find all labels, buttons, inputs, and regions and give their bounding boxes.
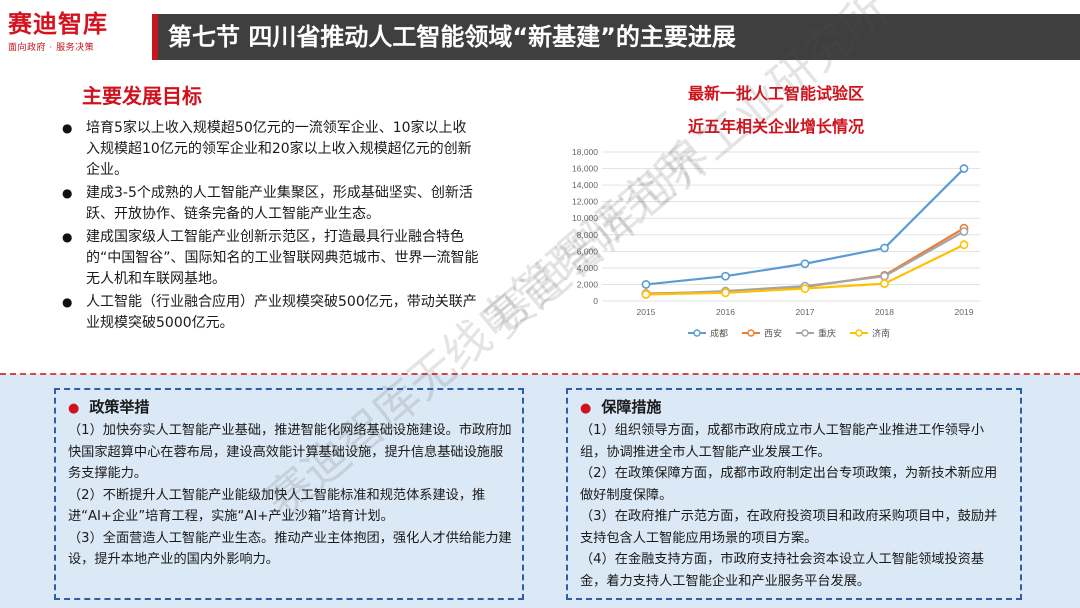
legend-label: 成都 — [710, 328, 728, 340]
title-bar: 第七节 四川省推动人工智能领域“新基建”的主要进展 — [152, 14, 1080, 60]
section-divider — [0, 373, 1080, 375]
guarantee-paragraph: （1）组织领导方面，成都市政府成立市人工智能产业推进工作领导小组，协调推进全市人… — [580, 423, 985, 460]
guarantee-box: ● 保障措施 （1）组织领导方面，成都市政府成立市人工智能产业推进工作领导小组，协… — [566, 388, 1022, 600]
data-point — [800, 259, 810, 269]
goals-title: 主要发展目标 — [82, 84, 202, 108]
line-chart: 0 2,000 4,000 6,000 8,000 10,000 12,000 14,000 1… — [572, 147, 980, 340]
y-tick-label: 8,000 — [577, 230, 599, 240]
legend-marker — [855, 329, 863, 337]
bullet-icon: ● — [62, 295, 73, 309]
data-point — [641, 289, 651, 299]
policy-heading: ● 政策举措 — [68, 396, 512, 417]
x-tick-label: 2018 — [875, 307, 894, 317]
data-point — [880, 271, 889, 281]
policy-box: ● 政策举措 （1）加快夯实人工智能产业基础，推进智能化网络基础设施建设。市政府加… — [54, 388, 524, 600]
goals-list: ● 培育5家以上收入规模超50亿元的一流领军企业、10家以上收入规模超10亿元的领… — [60, 118, 480, 336]
legend-marker — [693, 329, 701, 337]
data-point — [880, 279, 889, 289]
goal-text: 建成国家级人工智能产业创新示范区，打造最具行业融合特色的“中国智谷”、国际知名的… — [86, 229, 479, 287]
data-point — [721, 288, 730, 298]
y-tick-label: 12,000 — [572, 197, 598, 207]
guarantee-paragraph: （2）在政策保障方面，成都市政府制定出台专项政策，为新技术新应用做好制度保障。 — [580, 466, 998, 503]
goal-text: 培育5家以上收入规模超50亿元的一流领军企业、10家以上收入规模超10亿元的领军… — [86, 120, 472, 178]
guarantee-paragraph: （3）在政府推广示范方面，在政府投资项目和政府采购项目中，鼓励并支持包含人工智能… — [580, 509, 998, 546]
y-tick-label: 10,000 — [572, 213, 598, 223]
policy-paragraph: （2）不断提升人工智能产业能级加快人工智能标准和规范体系建设，推进“AI+企业”… — [68, 487, 486, 525]
bullet-icon: ● — [62, 186, 73, 200]
page-title: 第七节 四川省推动人工智能领域“新基建”的主要进展 — [168, 23, 736, 51]
chart-title-line1: 最新一批人工智能试验区 — [688, 84, 865, 103]
y-tick-label: 14,000 — [572, 180, 598, 190]
logo: 赛迪智库 面向政府 · 服务决策 — [8, 9, 148, 53]
bullet-icon: ● — [62, 230, 73, 244]
logo-tagline: 面向政府 · 服务决策 — [8, 43, 95, 53]
policy-paragraph: （3）全面营造人工智能产业生态。推动产业主体抱团，强化人才供给能力建设，提升本地… — [68, 530, 512, 568]
goal-item: ● 建成国家级人工智能产业创新示范区，打造最具行业融合特色的“中国智谷”、国际知名… — [60, 227, 480, 290]
y-tick-label: 16,000 — [572, 164, 598, 174]
data-point — [800, 284, 810, 293]
goal-item: ● 人工智能（行业融合应用）产业规模突破500亿元，带动关联产业规模突破5000亿… — [60, 292, 480, 334]
data-point — [721, 271, 730, 281]
legend-marker — [747, 329, 755, 337]
x-tick-label: 2016 — [716, 307, 735, 317]
y-tick-label: 4,000 — [577, 263, 599, 273]
header: 赛迪智库 面向政府 · 服务决策 第七节 四川省推动人工智能领域“新基建”的主要… — [0, 0, 1080, 70]
bullet-icon: ● — [62, 121, 73, 135]
goal-text: 建成3-5个成熟的人工智能产业集聚区，形成基础坚实、创新活跃、开放协作、链条完备… — [86, 185, 473, 222]
x-tick-label: 2017 — [796, 307, 815, 317]
guarantee-heading: ● 保障措施 — [580, 396, 1010, 417]
legend-label: 重庆 — [818, 328, 836, 340]
policy-title: 政策举措 — [89, 398, 150, 416]
y-tick-label: 6,000 — [577, 246, 599, 256]
y-tick-label: 0 — [593, 296, 598, 306]
goal-item: ● 建成3-5个成熟的人工智能产业集聚区，形成基础坚实、创新活跃、开放协作、链条完… — [60, 183, 480, 225]
legend-label: 西安 — [764, 328, 782, 340]
y-tick-label: 18,000 — [572, 147, 598, 157]
goal-item: ● 培育5家以上收入规模超50亿元的一流领军企业、10家以上收入规模超10亿元的领… — [60, 118, 480, 181]
x-tick-label: 2019 — [955, 307, 974, 317]
data-point — [959, 240, 969, 250]
chart-title-line2: 近五年相关企业增长情况 — [688, 117, 865, 136]
data-point — [641, 280, 651, 289]
data-point — [959, 164, 969, 173]
policy-paragraph: （1）加快夯实人工智能产业基础，推进智能化网络基础设施建设。市政府加快国家超算中… — [68, 423, 512, 481]
legend-label: 济南 — [872, 328, 890, 340]
data-point — [959, 227, 969, 236]
logo-main-text: 赛迪智库 — [8, 10, 108, 38]
bullet-icon: ● — [580, 401, 592, 416]
bullet-icon: ● — [68, 401, 80, 416]
x-tick-label: 2015 — [637, 307, 656, 317]
legend-marker — [801, 329, 809, 337]
guarantee-title: 保障措施 — [601, 398, 662, 416]
y-tick-label: 2,000 — [577, 279, 599, 289]
data-point — [880, 243, 889, 253]
goal-text: 人工智能（行业融合应用）产业规模突破500亿元，带动关联产业规模突破5000亿元… — [86, 294, 477, 331]
guarantee-paragraph: （4）在金融支持方面，市政府支持社会资本设立人工智能领域投资基金，着力支持人工智… — [580, 552, 985, 589]
